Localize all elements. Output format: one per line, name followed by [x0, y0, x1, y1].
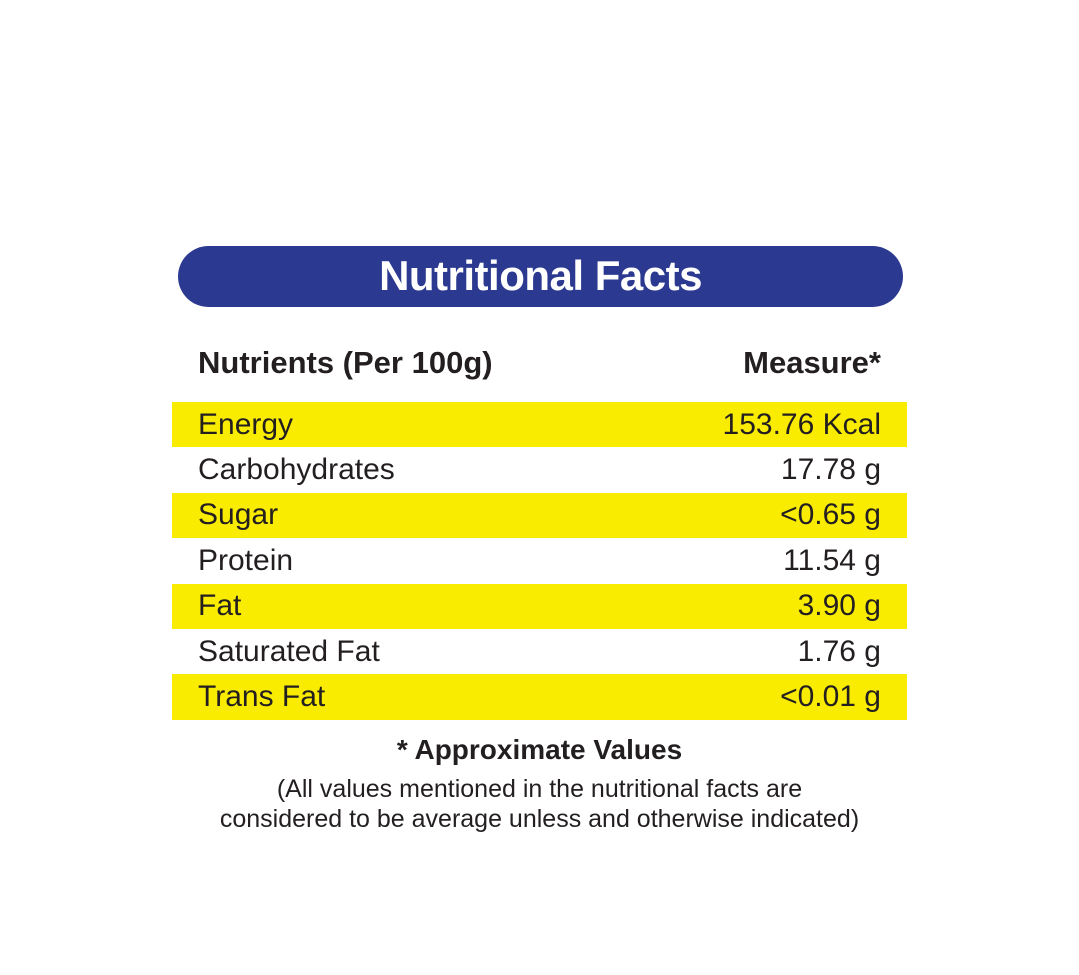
- nutrient-value: 3.90 g: [797, 589, 881, 623]
- footnote-line-1: (All values mentioned in the nutritional…: [276, 774, 803, 803]
- nutrient-name: Energy: [198, 407, 294, 441]
- table-row: Saturated Fat 1.76 g: [172, 629, 907, 674]
- title-banner: Nutritional Facts: [178, 246, 903, 307]
- nutrient-value: 17.78 g: [780, 453, 881, 487]
- table-row: Sugar <0.65 g: [172, 492, 907, 539]
- footnote: * Approximate Values (All values mention…: [172, 734, 907, 834]
- nutrient-value: <0.65 g: [780, 498, 881, 532]
- page-title: Nutritional Facts: [379, 251, 702, 299]
- nutrient-value: <0.01 g: [780, 680, 881, 714]
- table-row: Trans Fat <0.01 g: [172, 674, 907, 720]
- footnote-title: * Approximate Values: [396, 733, 683, 765]
- nutrient-value: 1.76 g: [797, 634, 881, 668]
- column-header-row: Nutrients (Per 100g) Measure*: [172, 345, 907, 381]
- nutrition-label: Nutritional Facts Nutrients (Per 100g) M…: [172, 246, 907, 834]
- nutrient-name: Fat: [198, 589, 242, 623]
- nutrient-name: Carbohydrates: [198, 453, 395, 487]
- column-header-measure: Measure*: [743, 345, 881, 380]
- table-row: Energy 153.76 Kcal: [172, 402, 907, 448]
- nutrient-name: Sugar: [198, 498, 279, 532]
- nutrient-name: Protein: [198, 543, 294, 577]
- table-row: Protein 11.54 g: [172, 538, 907, 583]
- nutrient-value: 11.54 g: [783, 543, 881, 577]
- nutrient-value: 153.76 Kcal: [722, 407, 881, 441]
- nutrient-table: Energy 153.76 Kcal Carbohydrates 17.78 g…: [172, 402, 907, 720]
- table-row: Fat 3.90 g: [172, 583, 907, 629]
- nutrient-name: Saturated Fat: [198, 634, 380, 668]
- nutrient-name: Trans Fat: [198, 680, 326, 714]
- footnote-line-2: considered to be average unless and othe…: [219, 804, 860, 833]
- column-header-nutrients: Nutrients (Per 100g): [198, 345, 493, 380]
- table-row: Carbohydrates 17.78 g: [172, 447, 907, 492]
